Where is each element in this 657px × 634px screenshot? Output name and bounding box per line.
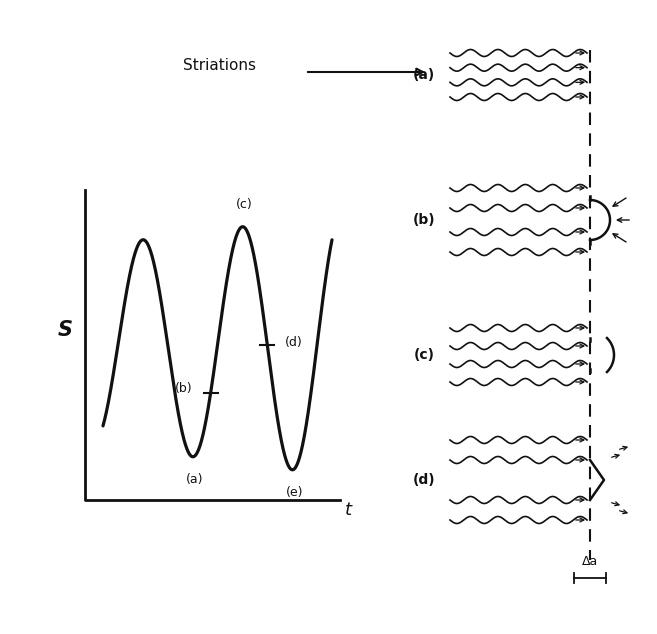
Text: (d): (d)	[285, 337, 303, 349]
Text: t: t	[344, 501, 351, 519]
Text: (c): (c)	[236, 198, 253, 210]
Text: (c): (c)	[414, 348, 435, 362]
Text: S: S	[58, 320, 72, 339]
Text: (e): (e)	[285, 486, 303, 499]
Text: (d): (d)	[413, 473, 435, 487]
Text: Striations: Striations	[183, 58, 256, 72]
Text: (a): (a)	[186, 473, 204, 486]
Text: (b): (b)	[413, 213, 435, 227]
Text: (a): (a)	[413, 68, 435, 82]
Text: Δa: Δa	[582, 555, 598, 568]
Text: (b): (b)	[175, 382, 193, 396]
